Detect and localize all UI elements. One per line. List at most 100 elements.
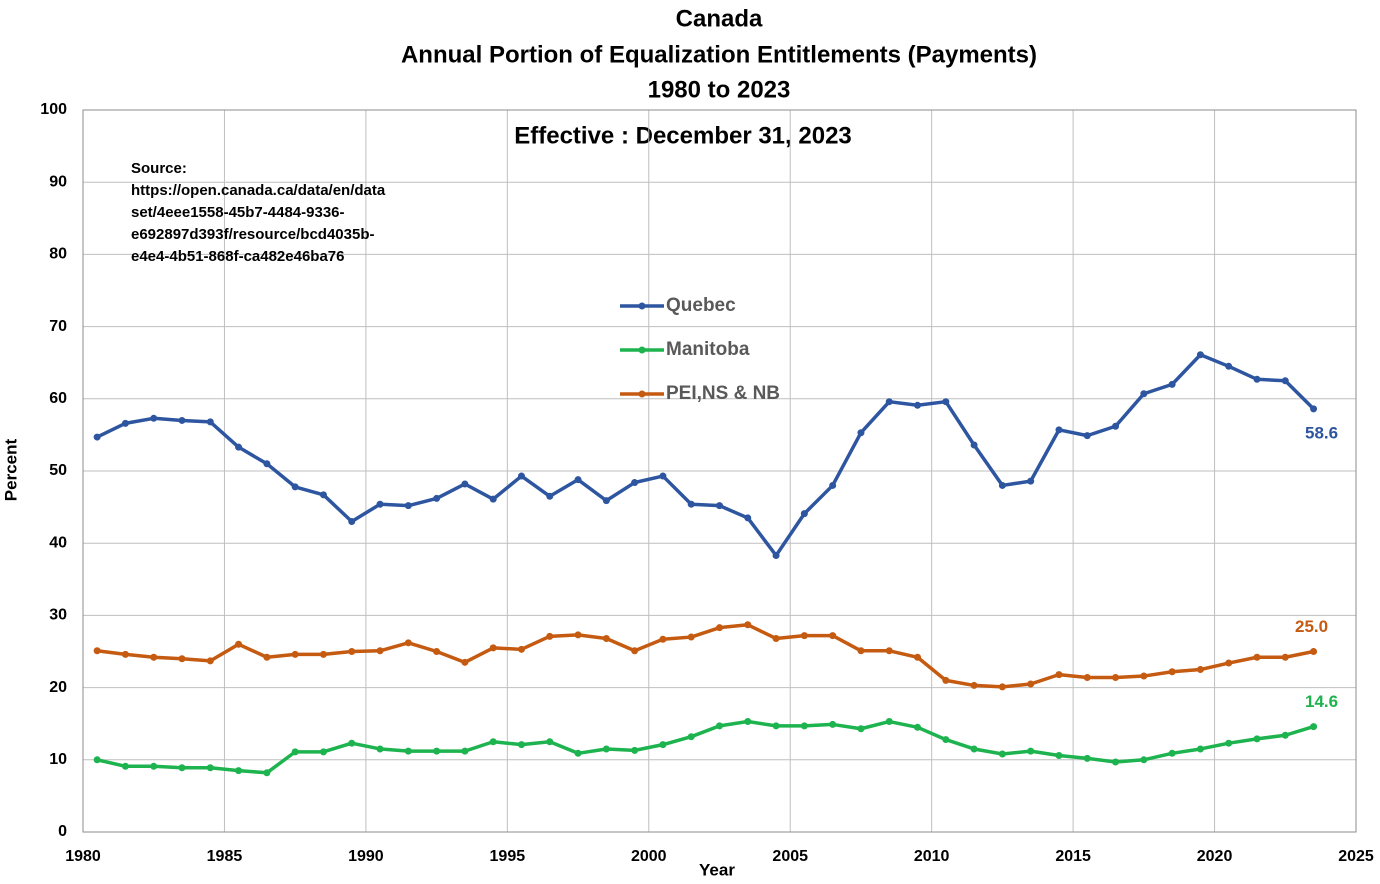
y-tick-label: 30 — [49, 607, 67, 624]
data-point — [319, 650, 327, 658]
data-point — [772, 551, 780, 559]
data-point — [716, 624, 723, 632]
x-tick-label: 2005 — [772, 848, 808, 865]
data-point — [404, 502, 412, 510]
data-point — [404, 639, 412, 647]
data-point — [291, 650, 299, 658]
data-point — [121, 419, 129, 427]
x-tick-label: 1990 — [348, 848, 384, 865]
data-point — [1083, 673, 1091, 681]
data-point — [1281, 377, 1289, 385]
data-point — [687, 500, 695, 508]
legend-marker — [638, 346, 646, 354]
data-point — [716, 502, 723, 510]
data-point — [631, 479, 639, 487]
data-point — [574, 476, 582, 484]
data-point — [885, 398, 893, 406]
data-point — [970, 681, 978, 689]
data-point — [376, 500, 384, 508]
data-point — [1168, 380, 1176, 388]
data-point — [1196, 745, 1204, 753]
data-point — [93, 433, 101, 441]
data-point — [1055, 671, 1063, 679]
x-tick-label: 2010 — [914, 848, 950, 865]
y-tick-label: 90 — [49, 173, 67, 190]
x-tick-label: 1995 — [490, 848, 526, 865]
series-line — [96, 719, 1315, 775]
x-tick-label: 2020 — [1197, 848, 1233, 865]
data-point — [800, 632, 808, 640]
legend-label: Quebec — [666, 295, 736, 316]
data-point — [1196, 351, 1204, 359]
y-tick-label: 70 — [49, 318, 67, 335]
series-line — [96, 623, 1314, 689]
data-point — [659, 741, 667, 749]
data-point — [914, 723, 922, 731]
data-point — [546, 492, 554, 500]
data-point — [376, 647, 384, 655]
series-line — [96, 353, 1315, 558]
chart-title: Canada — [676, 5, 763, 32]
data-point — [1253, 375, 1261, 383]
data-label: 58.6 — [1305, 423, 1338, 442]
data-point — [121, 762, 129, 770]
data-point — [235, 640, 243, 648]
data-point — [348, 648, 356, 655]
y-tick-label: 20 — [49, 679, 67, 696]
data-point — [1168, 668, 1176, 676]
data-point — [319, 748, 327, 756]
data-point — [206, 764, 214, 772]
data-point — [1310, 723, 1318, 731]
data-point — [1225, 739, 1233, 747]
data-point — [319, 491, 327, 499]
data-point — [744, 718, 752, 726]
data-point — [1196, 666, 1204, 674]
data-point — [772, 635, 780, 643]
data-point — [744, 514, 752, 522]
data-point — [348, 739, 356, 747]
data-point — [1083, 432, 1091, 440]
data-point — [263, 769, 271, 777]
data-point — [857, 647, 865, 655]
data-point — [178, 764, 186, 772]
data-point — [602, 745, 610, 753]
chart-subtitle: Effective : December 31, 2023 — [514, 122, 852, 149]
y-axis-label: Percent — [1, 438, 20, 501]
data-point — [1281, 653, 1289, 661]
data-point — [461, 480, 469, 488]
data-point — [659, 635, 667, 643]
legend-label: PEI,NS & NB — [666, 383, 780, 404]
x-tick-label: 2000 — [631, 848, 667, 865]
data-point — [574, 631, 582, 639]
data-point — [829, 632, 837, 640]
data-point — [914, 401, 922, 409]
data-point — [1225, 362, 1233, 370]
data-point — [433, 747, 441, 755]
data-point — [1140, 390, 1148, 398]
data-point — [942, 736, 950, 744]
data-point — [489, 738, 497, 746]
data-point — [546, 738, 554, 746]
data-point — [489, 644, 497, 652]
data-point — [970, 745, 978, 753]
data-point — [150, 653, 158, 661]
source-note: set/4eee1558-45b7-4484-9336- — [131, 204, 345, 221]
source-note: https://open.canada.ca/data/en/data — [131, 182, 386, 199]
data-point — [1027, 680, 1035, 688]
data-point — [1083, 754, 1091, 762]
data-point — [1027, 747, 1035, 755]
data-point — [291, 748, 299, 756]
data-point — [687, 633, 695, 641]
data-point — [93, 756, 101, 764]
y-tick-label: 50 — [49, 462, 67, 479]
data-point — [631, 746, 639, 754]
y-tick-label: 0 — [58, 823, 67, 840]
data-point — [461, 747, 469, 755]
chart-title: Annual Portion of Equalization Entitleme… — [401, 41, 1037, 68]
data-point — [602, 635, 610, 643]
legend-label: Manitoba — [666, 339, 750, 360]
y-tick-label: 100 — [40, 101, 67, 118]
data-point — [800, 510, 808, 518]
data-point — [206, 418, 214, 426]
